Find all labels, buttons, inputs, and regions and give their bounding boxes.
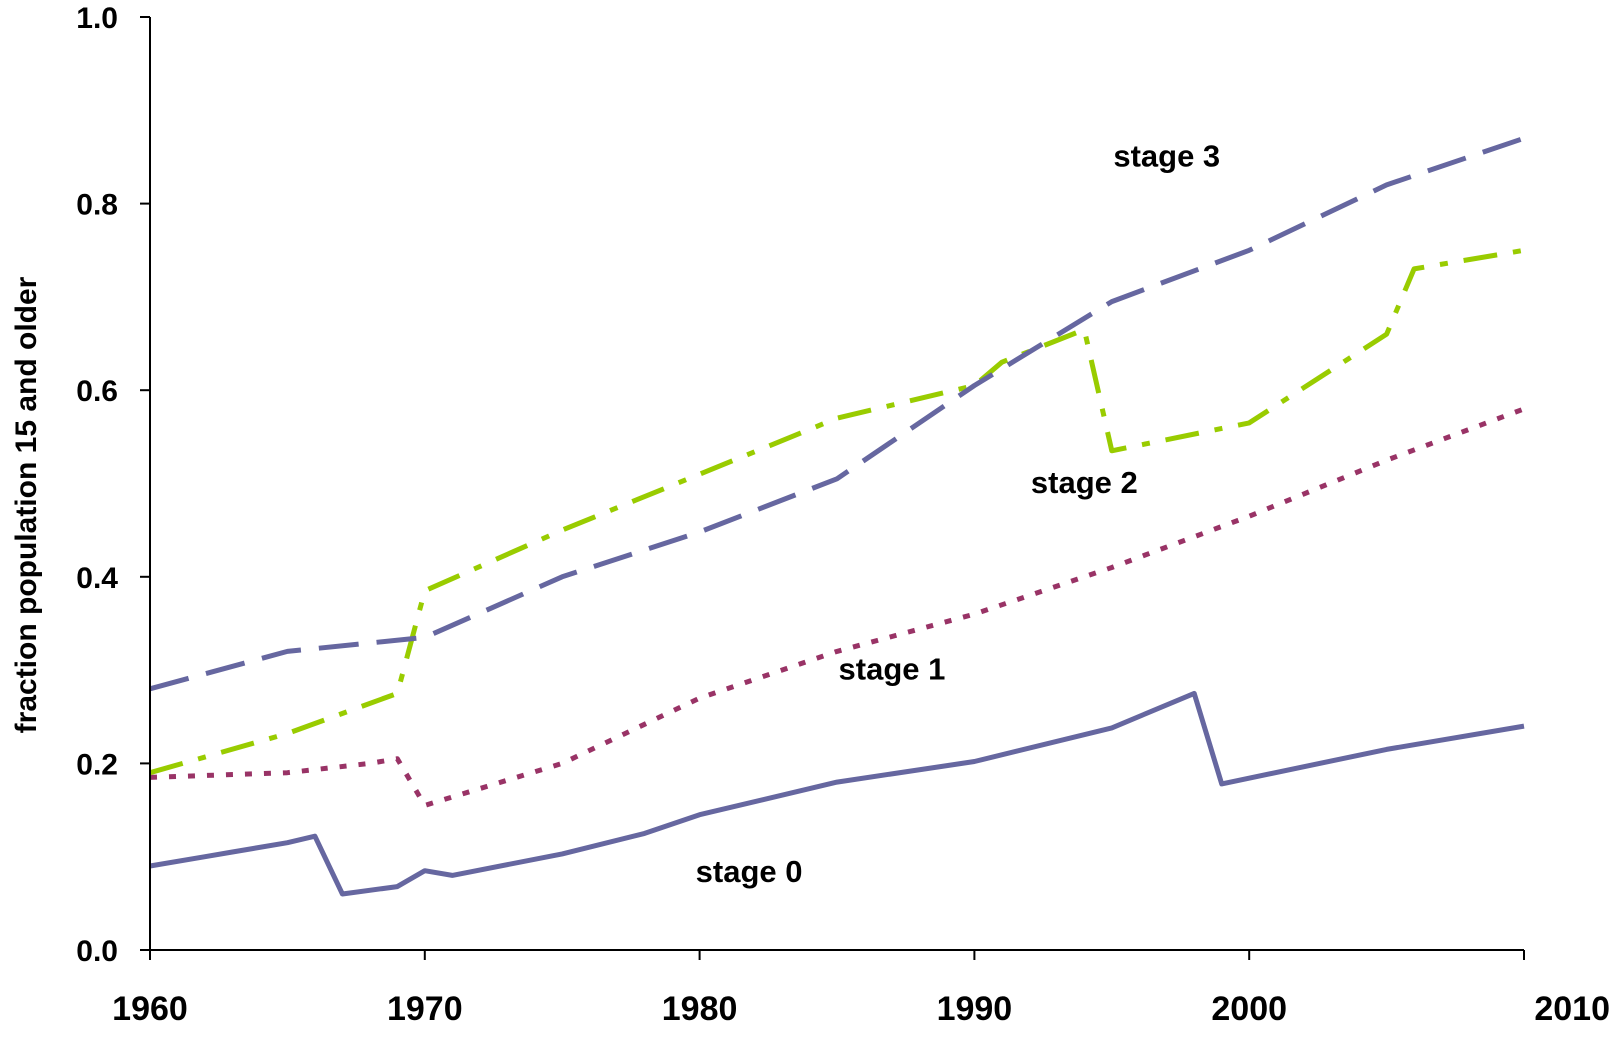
x-tick-label: 1980 (662, 990, 738, 1028)
series-line-stage-1 (149, 406, 1525, 808)
x-tick-label: 1970 (387, 990, 463, 1028)
series-line-stage-2 (149, 247, 1525, 776)
ticks (140, 16, 1525, 960)
y-tick-label: 0.8 (76, 189, 118, 222)
series-annotation-stage-1: stage 1 (839, 651, 946, 686)
axes (149, 17, 1524, 951)
y-axis-title: fraction population 15 and older (10, 276, 43, 733)
series-annotation-stage-3: stage 3 (1113, 138, 1220, 173)
y-tick-label: 0.6 (76, 375, 118, 408)
series-line-stage-3 (149, 135, 1525, 692)
series-layer (149, 135, 1525, 897)
series-annotation-stage-2: stage 2 (1031, 465, 1138, 500)
x-tick-label: 1990 (937, 990, 1013, 1028)
series-annotation-stage-0: stage 0 (696, 854, 803, 889)
x-tick-label: 2000 (1211, 990, 1287, 1028)
labels: 0.0 0.2 0.4 0.6 0.8 1.0 1960 1970 1980 1990 2000 20… (76, 2, 1610, 1028)
y-tick-label: 0.2 (76, 748, 118, 781)
x-tick-label: 1960 (112, 990, 188, 1028)
y-tick-label: 0.4 (76, 562, 118, 595)
y-tick-label: 0.0 (76, 935, 118, 968)
y-tick-label: 1.0 (76, 2, 118, 35)
x-tick-label: 2010 (1534, 990, 1610, 1028)
series-line-stage-0 (149, 690, 1525, 897)
